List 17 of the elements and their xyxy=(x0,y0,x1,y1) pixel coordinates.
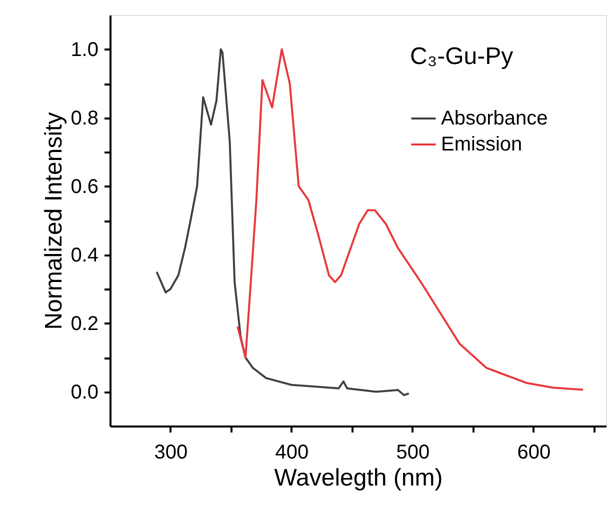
line-series xyxy=(236,48,584,391)
y-axis-title: Normalized Intensity xyxy=(40,112,68,330)
x-axis-title: Wavelegth (nm) xyxy=(274,464,443,492)
y-tick-label: 0.4 xyxy=(70,244,98,266)
x-tick-label: 600 xyxy=(517,442,551,464)
y-tick-label: 0.8 xyxy=(70,107,98,130)
x-tick-label: 400 xyxy=(275,442,309,464)
legend-label: Emission xyxy=(441,134,522,156)
y-tick-label: 0.0 xyxy=(70,381,98,404)
legend-label: Absorbance xyxy=(441,108,548,130)
y-tick-label: 1.0 xyxy=(70,38,98,61)
annotation: C₃-Gu-Py xyxy=(410,43,514,70)
y-tick-label: 0.2 xyxy=(70,312,98,335)
x-tick-label: 500 xyxy=(396,442,430,464)
y-tick-label: 0.6 xyxy=(70,176,98,198)
line-series xyxy=(156,48,410,396)
x-tick-label: 300 xyxy=(154,442,188,464)
